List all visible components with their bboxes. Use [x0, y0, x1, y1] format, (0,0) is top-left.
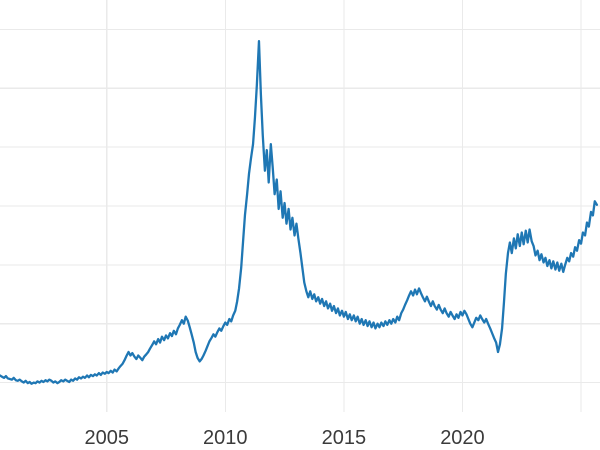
x-tick-label-2010: 2010 [203, 427, 248, 449]
x-gridlines [106, 0, 582, 412]
y-gridlines [0, 28, 600, 384]
x-tick-labels: 2005 2010 2015 2020 [84, 427, 484, 449]
x-tick-label-2005: 2005 [84, 427, 129, 449]
x-tick-label-2015: 2015 [322, 427, 367, 449]
x-tick-label-2020: 2020 [440, 427, 485, 449]
series-line-value [0, 40, 599, 385]
series-layer [0, 40, 599, 385]
